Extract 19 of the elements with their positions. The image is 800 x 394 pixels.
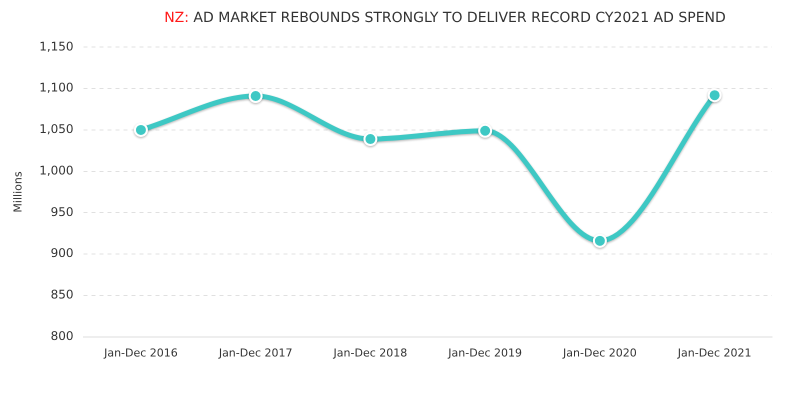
point — [478, 124, 492, 138]
x-tick-label: Jan-Dec 2019 — [447, 346, 522, 360]
y-tick-label: 1,050 — [39, 122, 74, 136]
y-tick-label: 1,150 — [39, 39, 74, 54]
x-tick-label: Jan-Dec 2021 — [676, 346, 752, 360]
x-tick-label: Jan-Dec 2017 — [218, 346, 293, 360]
y-tick-label: 1,100 — [39, 80, 74, 95]
y-tick-label: 900 — [50, 246, 74, 260]
chart-title: NZ: AD MARKET REBOUNDS STRONGLY TO DELIVER RECORD CY2021 AD SPEND — [163, 10, 727, 26]
x-tick-label: Jan-Dec 2020 — [562, 346, 637, 360]
y-axis-title: Millions — [11, 171, 24, 213]
y-tick-label: 800 — [50, 328, 74, 343]
x-tick-label: Jan-Dec 2016 — [103, 346, 178, 360]
point — [592, 234, 607, 248]
y-tick-label: 850 — [50, 288, 74, 302]
point — [708, 88, 722, 102]
y-tick-label: 1,000 — [39, 163, 74, 178]
y-tick-label: 950 — [50, 204, 74, 219]
x-tick-label: Jan-Dec 2018 — [332, 346, 408, 360]
